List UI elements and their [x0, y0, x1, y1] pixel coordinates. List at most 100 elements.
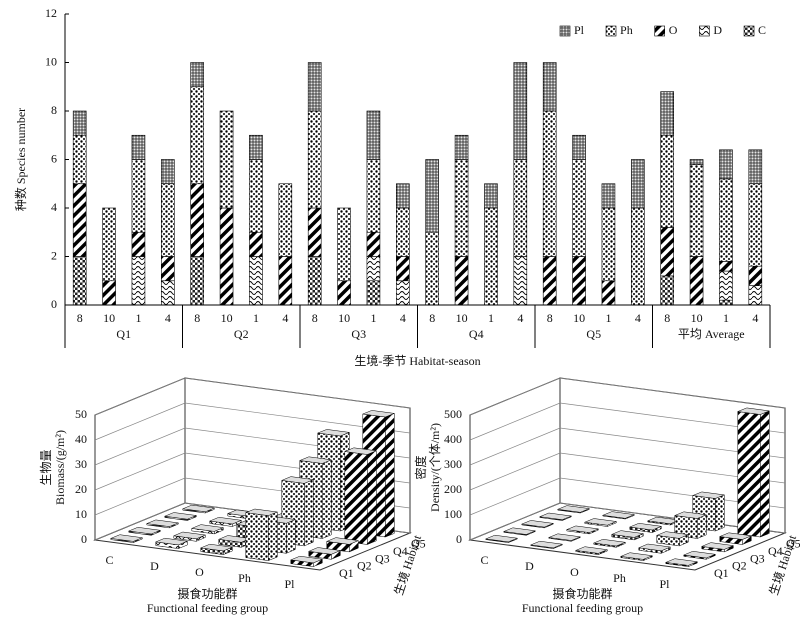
x-axis-title: 生境-季节 Habitat-season	[354, 353, 480, 368]
bar-segment	[572, 134, 586, 160]
depth-tick-label: Q5	[411, 536, 426, 550]
x-axis-title: Functional feeding group	[522, 601, 643, 615]
bar-top	[145, 519, 180, 527]
bar-side	[715, 494, 725, 532]
y-axis-title: 密度	[413, 455, 428, 479]
bar-segment	[307, 207, 322, 257]
grid-line	[94, 402, 411, 441]
bar-segment	[131, 256, 146, 306]
bar-top	[673, 511, 708, 519]
bar-segment	[719, 299, 733, 306]
x-tick-label: Pl	[659, 577, 670, 591]
depth-tick-label: Q4	[393, 544, 408, 558]
x-tick-label: Pl	[284, 577, 295, 591]
bar-segment	[425, 231, 439, 306]
legend-swatch	[654, 25, 666, 37]
bar-top	[280, 476, 315, 484]
bar-segment	[190, 183, 204, 257]
depth-tick-label: Q3	[750, 551, 765, 565]
bar-segment	[748, 285, 763, 306]
x-tick-label: 4	[282, 311, 288, 325]
legend-label: Pl	[574, 23, 585, 37]
y-tick-label: 0	[456, 532, 462, 546]
bar-top	[583, 518, 618, 526]
bar-segment	[572, 159, 586, 257]
bar-top	[484, 534, 519, 543]
bar-segment	[689, 159, 704, 165]
bar-segment	[72, 183, 87, 257]
x-tick-label: C	[480, 553, 488, 567]
bar-segment	[660, 134, 674, 228]
grid-line	[469, 402, 786, 441]
x-tick-label: 4	[400, 311, 406, 325]
x-tick-label: 1	[605, 311, 611, 325]
bar-top	[574, 546, 609, 554]
bar-segment	[307, 110, 322, 209]
bar-segment	[249, 256, 263, 306]
bar-segment	[748, 265, 763, 286]
x-tick-label: 4	[517, 311, 523, 325]
x-tick-label: 10	[456, 311, 468, 325]
bar-segment	[249, 134, 263, 160]
group-label: Q5	[586, 327, 601, 341]
bar-segment	[161, 159, 175, 185]
x-tick-label: 4	[635, 311, 641, 325]
bar-segment	[131, 134, 146, 160]
bar-segment	[366, 231, 381, 257]
bar-segment	[190, 256, 204, 306]
bar-segment	[601, 280, 616, 306]
bar-top	[538, 512, 573, 520]
bar-top	[361, 410, 396, 418]
bar-segment	[396, 256, 410, 282]
bar-side	[760, 410, 770, 538]
bar-top	[619, 552, 654, 560]
bar-segment	[102, 207, 116, 282]
bar-top	[637, 543, 672, 552]
bar-segment	[72, 134, 87, 185]
bar-segment	[454, 159, 469, 257]
bar-top	[298, 456, 333, 464]
bar-segment	[484, 183, 498, 209]
x-tick-label: 8	[547, 311, 553, 325]
bar-top	[736, 407, 771, 415]
x-tick-label: 8	[429, 311, 435, 325]
bar-top	[502, 527, 537, 535]
legend-label: O	[669, 23, 678, 37]
y-tick-label: 30	[75, 457, 87, 471]
bar-segment	[131, 159, 146, 233]
y-axis-title: 种数 Species number	[13, 108, 28, 211]
bar-front	[245, 512, 269, 561]
x-tick-label: O	[570, 565, 579, 579]
y-tick-label: 0	[51, 297, 57, 311]
bar-segment	[131, 231, 146, 257]
y-axis-title: Density/(个体/m²)	[428, 423, 442, 512]
x-tick-label: 10	[691, 311, 703, 325]
bar-segment	[601, 207, 616, 282]
y-tick-label: 10	[75, 507, 87, 521]
x-tick-label: 4	[752, 311, 758, 325]
bar-top	[199, 543, 234, 552]
bar-segment	[631, 207, 645, 306]
bar-segment	[366, 256, 381, 282]
bar-segment	[660, 91, 674, 136]
legend-swatch	[699, 25, 710, 37]
bar-top	[343, 447, 378, 455]
bar-top	[190, 524, 225, 532]
bar-segment	[719, 149, 733, 180]
bar-segment	[719, 270, 733, 301]
bar-top	[592, 539, 627, 547]
bar-side	[697, 514, 707, 539]
bar-segment	[249, 231, 263, 257]
x-tick-label: 8	[77, 311, 83, 325]
x-tick-label: D	[525, 559, 534, 573]
x-tick-label: 8	[664, 311, 670, 325]
bar-segment	[396, 183, 410, 209]
y-tick-label: 12	[45, 6, 57, 20]
bar-segment	[719, 178, 733, 262]
x-tick-label: C	[105, 553, 113, 567]
x-tick-label: O	[195, 565, 204, 579]
bar-top	[172, 531, 207, 540]
y-tick-label: 50	[75, 407, 87, 421]
depth-tick-label: Q2	[732, 559, 747, 573]
bar-segment	[396, 207, 410, 257]
